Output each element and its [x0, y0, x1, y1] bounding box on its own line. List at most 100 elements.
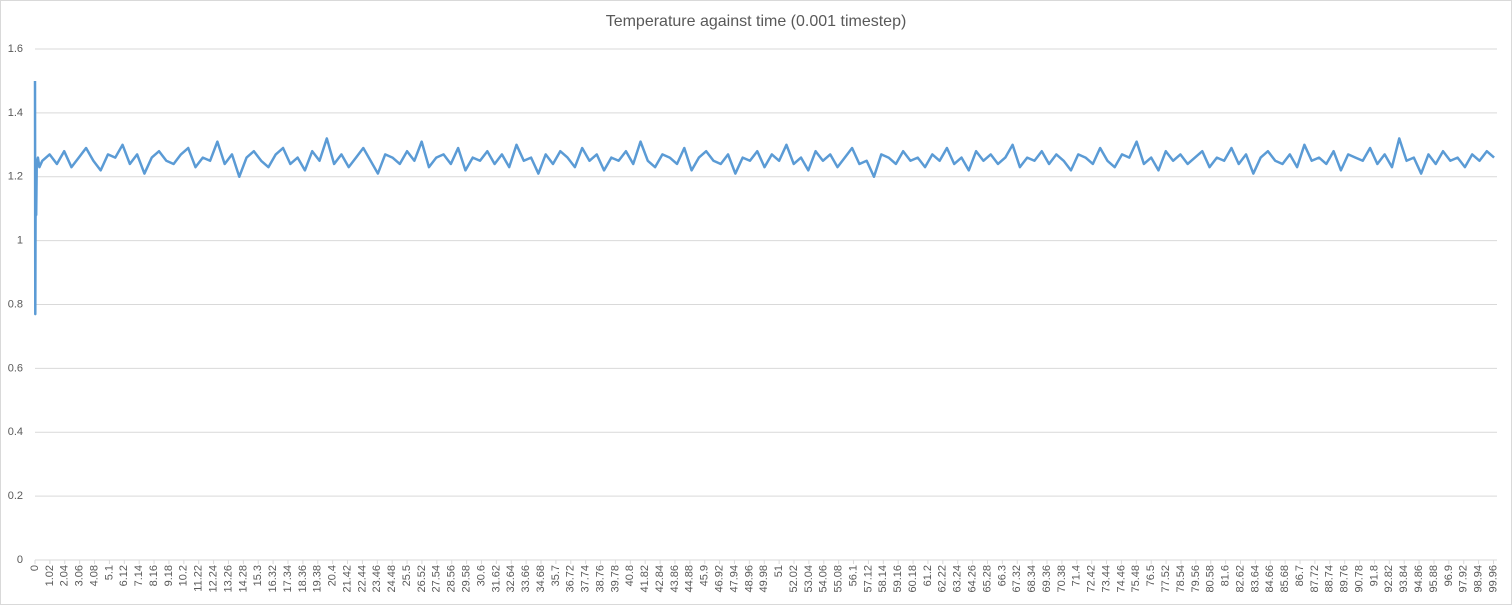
x-tick-label: 51: [773, 565, 785, 577]
x-tick-label: 1.02: [44, 565, 56, 586]
x-tick-label: 49.98: [758, 565, 770, 593]
x-tick-label: 89.76: [1339, 565, 1351, 593]
x-tick-label: 35.7: [550, 565, 562, 586]
x-tick-label: 33.66: [520, 565, 532, 593]
x-tick-label: 6.12: [118, 565, 130, 586]
y-tick-label: 1.2: [8, 171, 23, 183]
x-tick-label: 10.2: [178, 565, 190, 586]
x-tick-label: 59.16: [892, 565, 904, 593]
x-tick-label: 0: [29, 565, 41, 571]
x-tick-label: 25.5: [401, 565, 413, 586]
x-tick-label: 79.56: [1190, 565, 1202, 593]
y-tick-label: 0.4: [8, 426, 23, 438]
x-tick-label: 23.46: [371, 565, 383, 593]
x-tick-label: 43.86: [669, 565, 681, 593]
x-tick-label: 44.88: [684, 565, 696, 593]
x-tick-label: 71.4: [1071, 565, 1083, 586]
x-tick-label: 69.36: [1041, 565, 1053, 593]
x-tick-label: 57.12: [862, 565, 874, 593]
x-tick-label: 5.1: [103, 565, 115, 580]
x-tick-label: 56.1: [847, 565, 859, 586]
x-tick-label: 38.76: [594, 565, 606, 593]
x-tick-label: 11.22: [193, 565, 205, 592]
x-tick-label: 68.34: [1026, 565, 1038, 593]
x-tick-label: 36.72: [565, 565, 577, 593]
x-tick-label: 7.14: [133, 565, 145, 586]
x-tick-label: 30.6: [475, 565, 487, 586]
x-tick-label: 37.74: [580, 565, 592, 593]
y-tick-label: 1: [17, 235, 23, 247]
x-tick-label: 97.92: [1458, 565, 1470, 593]
x-tick-label: 9.18: [163, 565, 175, 586]
x-tick-label: 77.52: [1160, 565, 1172, 593]
x-tick-label: 96.9: [1443, 565, 1455, 586]
x-tick-label: 45.9: [699, 565, 711, 586]
x-tick-label: 20.4: [327, 565, 339, 586]
x-tick-label: 13.26: [222, 565, 234, 593]
x-tick-label: 8.16: [148, 565, 160, 586]
x-tick-label: 22.44: [356, 565, 368, 593]
x-tick-label: 75.48: [1130, 565, 1142, 593]
x-tick-label: 41.82: [639, 565, 651, 593]
x-tick-label: 46.92: [714, 565, 726, 593]
x-tick-label: 29.58: [461, 565, 473, 593]
y-tick-label: 1.6: [8, 43, 23, 55]
x-tick-label: 39.78: [609, 565, 621, 593]
x-tick-label: 53.04: [803, 565, 815, 593]
x-tick-label: 63.24: [952, 565, 964, 593]
x-tick-label: 16.32: [267, 565, 279, 593]
x-tick-label: 3.06: [74, 565, 86, 586]
x-tick-label: 26.52: [416, 565, 428, 593]
y-tick-label: 1.4: [8, 107, 23, 119]
x-tick-label: 17.34: [282, 565, 294, 593]
x-tick-label: 86.7: [1294, 565, 1306, 586]
x-tick-label: 47.94: [728, 565, 740, 593]
x-tick-label: 42.84: [654, 565, 666, 593]
x-tick-label: 82.62: [1234, 565, 1246, 593]
chart-title: Temperature against time (0.001 timestep…: [606, 13, 907, 30]
y-tick-label: 0: [17, 554, 23, 566]
x-tick-label: 52.02: [788, 565, 800, 593]
x-tick-label: 28.56: [446, 565, 458, 593]
x-tick-label: 31.62: [490, 565, 502, 593]
x-tick-label: 12.24: [207, 565, 219, 593]
data-line: [33, 80, 1495, 316]
x-tick-label: 32.64: [505, 565, 517, 593]
x-tick-label: 54.06: [818, 565, 830, 593]
x-tick-label: 88.74: [1324, 565, 1336, 593]
x-tick-label: 55.08: [833, 565, 845, 593]
x-tick-label: 34.68: [535, 565, 547, 593]
x-tick-label: 70.38: [1056, 565, 1068, 593]
x-tick-label: 81.6: [1220, 565, 1232, 586]
x-tick-label: 87.72: [1309, 565, 1321, 593]
x-tick-label: 73.44: [1100, 565, 1112, 593]
x-tick-label: 78.54: [1175, 565, 1187, 593]
x-tick-label: 48.96: [743, 565, 755, 593]
x-tick-label: 19.38: [312, 565, 324, 593]
x-tick-label: 67.32: [1011, 565, 1023, 593]
x-tick-label: 14.28: [237, 565, 249, 593]
x-tick-label: 93.84: [1398, 565, 1410, 593]
x-tick-label: 61.2: [922, 565, 934, 586]
x-tick-label: 65.28: [981, 565, 993, 593]
x-tick-label: 27.54: [431, 565, 443, 593]
x-tick-label: 92.82: [1383, 565, 1395, 593]
x-tick-label: 40.8: [624, 565, 636, 586]
x-tick-label: 2.04: [59, 565, 71, 586]
x-tick-label: 60.18: [907, 565, 919, 593]
x-tick-label: 85.68: [1279, 565, 1291, 593]
x-tick-label: 74.46: [1115, 565, 1127, 593]
x-tick-label: 90.78: [1353, 565, 1365, 593]
x-tick-label: 64.26: [967, 565, 979, 593]
x-tick-label: 83.64: [1249, 565, 1261, 593]
x-tick-label: 4.08: [88, 565, 100, 586]
x-tick-label: 91.8: [1368, 565, 1380, 586]
x-tick-label: 21.42: [341, 565, 353, 593]
x-tick-label: 18.36: [297, 565, 309, 593]
x-tick-label: 84.66: [1264, 565, 1276, 593]
x-tick-label: 98.94: [1473, 565, 1485, 593]
y-tick-label: 0.8: [8, 298, 23, 310]
x-tick-label: 80.58: [1205, 565, 1217, 593]
x-tick-label: 95.88: [1428, 565, 1440, 593]
